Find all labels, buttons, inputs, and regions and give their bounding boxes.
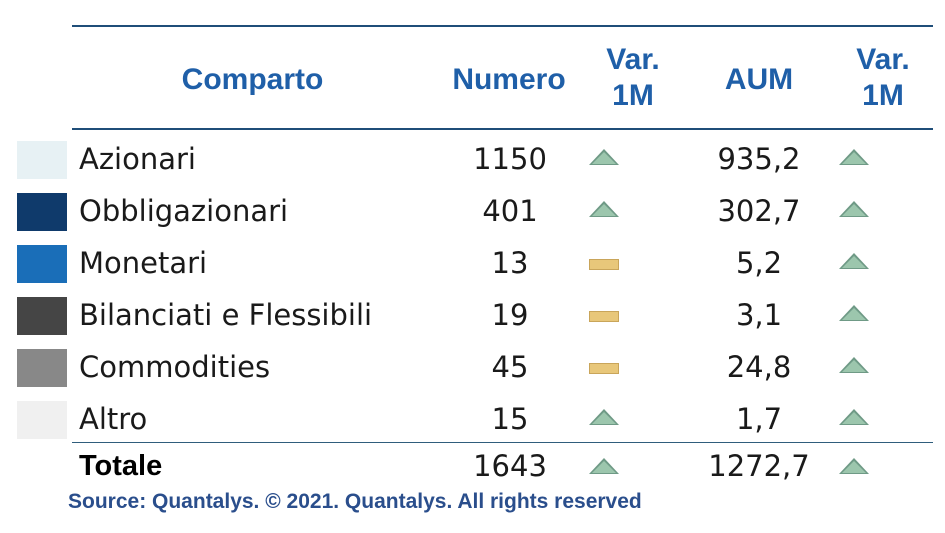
row-label: Altro <box>79 402 148 436</box>
total-numero: 1643 <box>473 449 547 483</box>
row-label: Bilanciati e Flessibili <box>79 298 373 332</box>
header-var-line1: Var. <box>856 43 910 76</box>
triangle-up-icon <box>839 201 869 217</box>
triangle-up-icon <box>839 357 869 373</box>
table-row: Bilanciati e Flessibili 19 3,1 <box>0 289 945 341</box>
header-aum: AUM <box>724 63 794 96</box>
total-aum: 1272,7 <box>708 449 810 483</box>
header-bottom-rule <box>72 128 933 130</box>
header-var-aum: Var. 1M <box>835 42 931 114</box>
source-note: Source: Quantalys. © 2021. Quantalys. Al… <box>68 490 642 513</box>
row-numero: 401 <box>482 194 538 228</box>
table-row: Monetari 13 5,2 <box>0 237 945 289</box>
header-var-numero: Var. 1M <box>585 42 681 114</box>
row-numero: 15 <box>491 402 529 436</box>
row-aum: 3,1 <box>735 298 783 332</box>
total-label: Totale <box>79 450 163 482</box>
triangle-up-icon <box>839 149 869 165</box>
row-aum: 5,2 <box>735 246 783 280</box>
row-label: Monetari <box>79 246 208 280</box>
triangle-up-icon <box>839 253 869 269</box>
total-var-aum-indicator <box>839 458 869 474</box>
triangle-up-icon <box>589 409 619 425</box>
table-row: Altro 15 1,7 <box>0 393 945 445</box>
category-color-swatch <box>17 401 67 439</box>
table-top-rule <box>72 25 933 27</box>
flat-bar-icon <box>589 259 619 270</box>
row-aum: 1,7 <box>735 402 783 436</box>
header-comparto: Comparto <box>181 63 324 96</box>
header-var-line2: 1M <box>612 79 654 112</box>
category-color-swatch <box>17 297 67 335</box>
triangle-up-icon <box>589 201 619 217</box>
table-row: Obbligazionari 401 302,7 <box>0 185 945 237</box>
row-label: Azionari <box>79 142 196 176</box>
header-var-line1: Var. <box>606 43 660 76</box>
row-numero: 1150 <box>473 142 547 176</box>
row-label: Commodities <box>79 350 271 384</box>
triangle-up-icon <box>839 409 869 425</box>
row-numero: 45 <box>491 350 529 384</box>
flat-bar-icon <box>589 311 619 322</box>
header-var-line2: 1M <box>862 79 904 112</box>
total-var-numero-indicator <box>589 458 619 474</box>
triangle-up-icon <box>589 149 619 165</box>
category-color-swatch <box>17 349 67 387</box>
table-row: Commodities 45 24,8 <box>0 341 945 393</box>
row-aum: 935,2 <box>717 142 801 176</box>
category-color-swatch <box>17 141 67 179</box>
total-row: 1643 1272,7 <box>0 446 945 486</box>
table-row: Azionari 1150 935,2 <box>0 133 945 185</box>
row-numero: 19 <box>491 298 529 332</box>
triangle-up-icon <box>839 305 869 321</box>
flat-bar-icon <box>589 363 619 374</box>
row-aum: 302,7 <box>717 194 801 228</box>
category-color-swatch <box>17 193 67 231</box>
header-numero: Numero <box>452 63 566 96</box>
row-numero: 13 <box>491 246 529 280</box>
total-rule <box>72 442 933 443</box>
category-color-swatch <box>17 245 67 283</box>
row-aum: 24,8 <box>726 350 792 384</box>
row-label: Obbligazionari <box>79 194 289 228</box>
